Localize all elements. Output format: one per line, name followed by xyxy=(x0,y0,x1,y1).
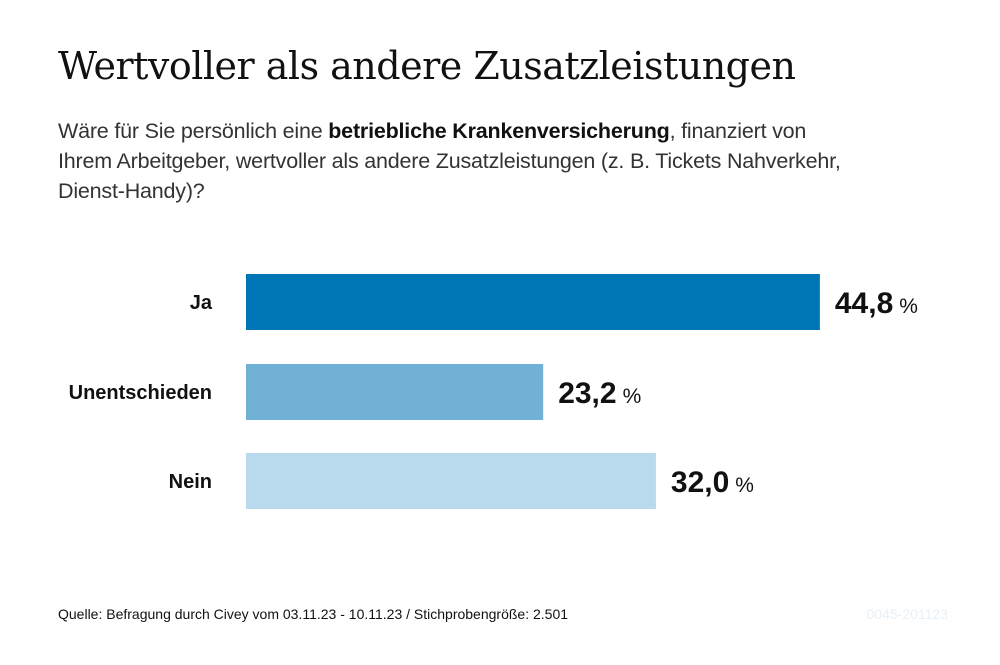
bar-ja xyxy=(246,274,820,330)
bar-nein xyxy=(246,453,656,509)
value-label: 32,0 xyxy=(671,466,729,499)
chart-subtitle: Wäre für Sie persönlich eine betrieblich… xyxy=(58,116,858,206)
unit-label: % xyxy=(899,295,918,318)
chart-title: Wertvoller als andere Zusatzleistungen xyxy=(58,44,796,88)
value-label: 44,8 xyxy=(835,287,893,320)
source-note: Quelle: Befragung durch Civey vom 03.11.… xyxy=(58,606,569,622)
category-label: Nein xyxy=(169,471,212,493)
unit-label: % xyxy=(735,474,754,497)
category-label: Ja xyxy=(190,292,213,314)
value-label: 23,2 xyxy=(558,377,616,410)
unit-label: % xyxy=(623,385,642,408)
subtitle-bold: betriebliche Krankenversicherung xyxy=(328,119,670,143)
bar-unentschieden xyxy=(246,364,544,420)
subtitle-post: , finanziert von Ihrem Arbeitgeber, wert… xyxy=(58,119,841,203)
category-label: Unentschieden xyxy=(69,382,212,404)
subtitle-pre: Wäre für Sie persönlich eine xyxy=(58,119,329,143)
chart-code: 0045-201123 xyxy=(866,606,948,622)
